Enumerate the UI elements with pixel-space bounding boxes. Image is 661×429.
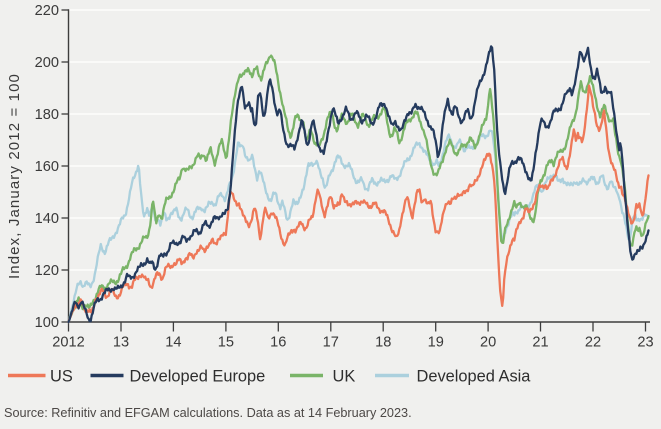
svg-text:21: 21 bbox=[532, 335, 548, 351]
svg-text:180: 180 bbox=[35, 107, 59, 123]
svg-text:160: 160 bbox=[35, 159, 59, 175]
svg-text:US: US bbox=[50, 368, 73, 386]
svg-text:UK: UK bbox=[333, 368, 356, 386]
svg-text:19: 19 bbox=[428, 335, 444, 351]
svg-text:16: 16 bbox=[270, 335, 286, 351]
svg-text:18: 18 bbox=[375, 335, 391, 351]
svg-text:Developed Europe: Developed Europe bbox=[130, 368, 266, 386]
svg-text:20: 20 bbox=[480, 335, 496, 351]
svg-text:100: 100 bbox=[35, 315, 59, 331]
svg-text:2012: 2012 bbox=[52, 335, 84, 351]
svg-text:120: 120 bbox=[35, 263, 59, 279]
svg-text:Source: Refinitiv and EFGAM ca: Source: Refinitiv and EFGAM calculations… bbox=[4, 406, 412, 420]
svg-text:Developed Asia: Developed Asia bbox=[417, 368, 532, 386]
svg-text:22: 22 bbox=[585, 335, 601, 351]
svg-text:200: 200 bbox=[35, 55, 59, 71]
svg-text:13: 13 bbox=[113, 335, 129, 351]
svg-text:23: 23 bbox=[637, 335, 653, 351]
svg-text:Index, January 2012 = 100: Index, January 2012 = 100 bbox=[6, 73, 23, 279]
svg-text:15: 15 bbox=[218, 335, 234, 351]
svg-text:140: 140 bbox=[35, 211, 59, 227]
svg-text:220: 220 bbox=[35, 3, 59, 19]
svg-text:14: 14 bbox=[165, 335, 181, 351]
svg-text:17: 17 bbox=[323, 335, 339, 351]
